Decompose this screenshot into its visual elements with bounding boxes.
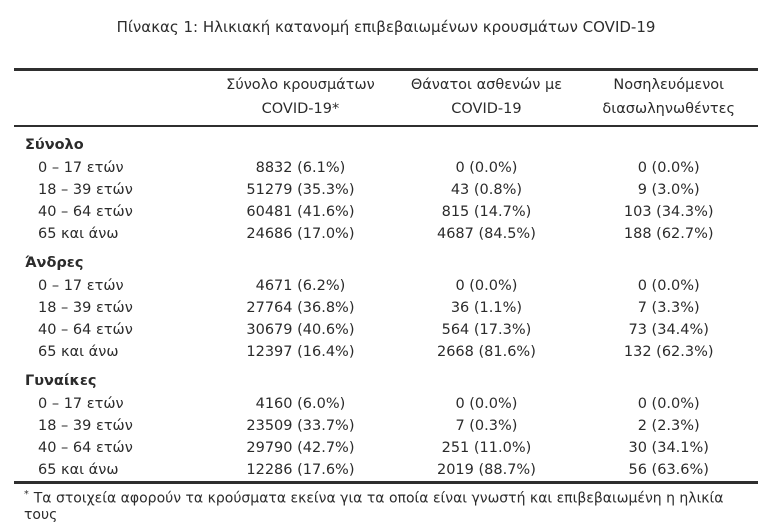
footnote-text: Τα στοιχεία αφορούν τα κρούσματα εκείνα … [24, 490, 724, 523]
deaths-value: 0 (0.0%) [455, 396, 518, 412]
cases-value: 23509 (33.7%) [246, 418, 355, 434]
age-group-label: 0 – 17 ετών [38, 396, 124, 412]
cases-value: 24686 (17.0%) [246, 226, 355, 242]
deaths-value: 251 (11.0%) [441, 440, 532, 456]
intubated-value: 30 (34.1%) [628, 440, 709, 456]
table-row: 0 – 17 ετών 8832 (6.1%) 0 (0.0%) 0 (0.0%… [14, 157, 758, 179]
header-deaths-line1: Θάνατοι ασθενών με [410, 77, 563, 93]
deaths-value: 0 (0.0%) [455, 160, 518, 176]
deaths-value: 36 (1.1%) [450, 300, 523, 316]
header-row: Σύνολο κρουσμάτων COVID-19* Θάνατοι ασθε… [14, 69, 758, 127]
header-deaths-line2: COVID-19 [451, 101, 522, 117]
cases-value: 60481 (41.6%) [246, 204, 355, 220]
table-row: 65 και άνω 24686 (17.0%) 4687 (84.5%) 18… [14, 223, 758, 245]
intubated-value: 0 (0.0%) [637, 278, 700, 294]
table-row: 0 – 17 ετών 4671 (6.2%) 0 (0.0%) 0 (0.0%… [14, 275, 758, 297]
age-group-label: 40 – 64 ετών [38, 440, 133, 456]
intubated-value: 73 (34.4%) [628, 322, 709, 338]
age-group-label: 65 και άνω [38, 226, 119, 242]
intubated-value: 103 (34.3%) [623, 204, 714, 220]
deaths-value: 2668 (81.6%) [436, 344, 536, 360]
section-row-men: Άνδρες [14, 245, 758, 275]
age-group-label: 40 – 64 ετών [38, 204, 133, 220]
intubated-value: 9 (3.0%) [637, 182, 700, 198]
table-row: 18 – 39 ετών 27764 (36.8%) 36 (1.1%) 7 (… [14, 297, 758, 319]
intubated-value: 7 (3.3%) [637, 300, 700, 316]
intubated-value: 56 (63.6%) [628, 462, 709, 478]
deaths-value: 43 (0.8%) [450, 182, 523, 198]
table-row: 65 και άνω 12286 (17.6%) 2019 (88.7%) 56… [14, 459, 758, 483]
cases-value: 12286 (17.6%) [246, 462, 355, 478]
age-group-label: 40 – 64 ετών [38, 322, 133, 338]
section-label: Σύνολο [25, 137, 84, 153]
header-empty-cell [14, 69, 208, 127]
table-row: 0 – 17 ετών 4160 (6.0%) 0 (0.0%) 0 (0.0%… [14, 393, 758, 415]
footnote: * Τα στοιχεία αφορούν τα κρούσματα εκείνα… [24, 489, 758, 523]
table-row: 40 – 64 ετών 30679 (40.6%) 564 (17.3%) 7… [14, 319, 758, 341]
age-group-label: 18 – 39 ετών [38, 418, 133, 434]
intubated-value: 2 (2.3%) [637, 418, 700, 434]
header-intubated-line2: διασωληνωθέντες [602, 101, 735, 117]
cases-value: 27764 (36.8%) [246, 300, 355, 316]
deaths-value: 0 (0.0%) [455, 278, 518, 294]
intubated-value: 132 (62.3%) [623, 344, 714, 360]
cases-value: 4671 (6.2%) [255, 278, 346, 294]
cases-value: 8832 (6.1%) [255, 160, 346, 176]
header-total-cases-line2: COVID-19* [261, 101, 340, 117]
intubated-value: 188 (62.7%) [623, 226, 714, 242]
footnote-asterisk: * [24, 489, 29, 500]
deaths-value: 815 (14.7%) [441, 204, 532, 220]
header-intubated: Νοσηλευόμενοι διασωληνωθέντες [579, 69, 758, 127]
cases-value: 30679 (40.6%) [246, 322, 355, 338]
table-row: 65 και άνω 12397 (16.4%) 2668 (81.6%) 13… [14, 341, 758, 363]
intubated-value: 0 (0.0%) [637, 396, 700, 412]
intubated-value: 0 (0.0%) [637, 160, 700, 176]
age-group-label: 18 – 39 ετών [38, 300, 133, 316]
cases-value: 29790 (42.7%) [246, 440, 355, 456]
age-group-label: 0 – 17 ετών [38, 278, 124, 294]
header-total-cases: Σύνολο κρουσμάτων COVID-19* [207, 69, 394, 127]
section-label: Άνδρες [25, 255, 84, 271]
table-title: Πίνακας 1: Ηλικιακή κατανομή επιβεβαιωμέ… [116, 18, 656, 36]
header-total-cases-line1: Σύνολο κρουσμάτων [226, 77, 375, 93]
header-deaths: Θάνατοι ασθενών με COVID-19 [393, 69, 580, 127]
age-group-label: 18 – 39 ετών [38, 182, 133, 198]
age-group-label: 65 και άνω [38, 344, 119, 360]
covid-age-distribution-table: Σύνολο κρουσμάτων COVID-19* Θάνατοι ασθε… [14, 68, 758, 484]
deaths-value: 7 (0.3%) [455, 418, 518, 434]
deaths-value: 564 (17.3%) [441, 322, 532, 338]
section-row-women: Γυναίκες [14, 363, 758, 393]
cases-value: 51279 (35.3%) [246, 182, 355, 198]
deaths-value: 2019 (88.7%) [436, 462, 536, 478]
table-row: 40 – 64 ετών 29790 (42.7%) 251 (11.0%) 3… [14, 437, 758, 459]
table-row: 40 – 64 ετών 60481 (41.6%) 815 (14.7%) 1… [14, 201, 758, 223]
section-row-total: Σύνολο [14, 126, 758, 157]
section-label: Γυναίκες [25, 373, 97, 389]
deaths-value: 4687 (84.5%) [436, 226, 536, 242]
cases-value: 12397 (16.4%) [246, 344, 355, 360]
table-row: 18 – 39 ετών 23509 (33.7%) 7 (0.3%) 2 (2… [14, 415, 758, 437]
cases-value: 4160 (6.0%) [255, 396, 346, 412]
header-intubated-line1: Νοσηλευόμενοι [613, 77, 725, 93]
table-row: 18 – 39 ετών 51279 (35.3%) 43 (0.8%) 9 (… [14, 179, 758, 201]
age-group-label: 0 – 17 ετών [38, 160, 124, 176]
age-group-label: 65 και άνω [38, 462, 119, 478]
